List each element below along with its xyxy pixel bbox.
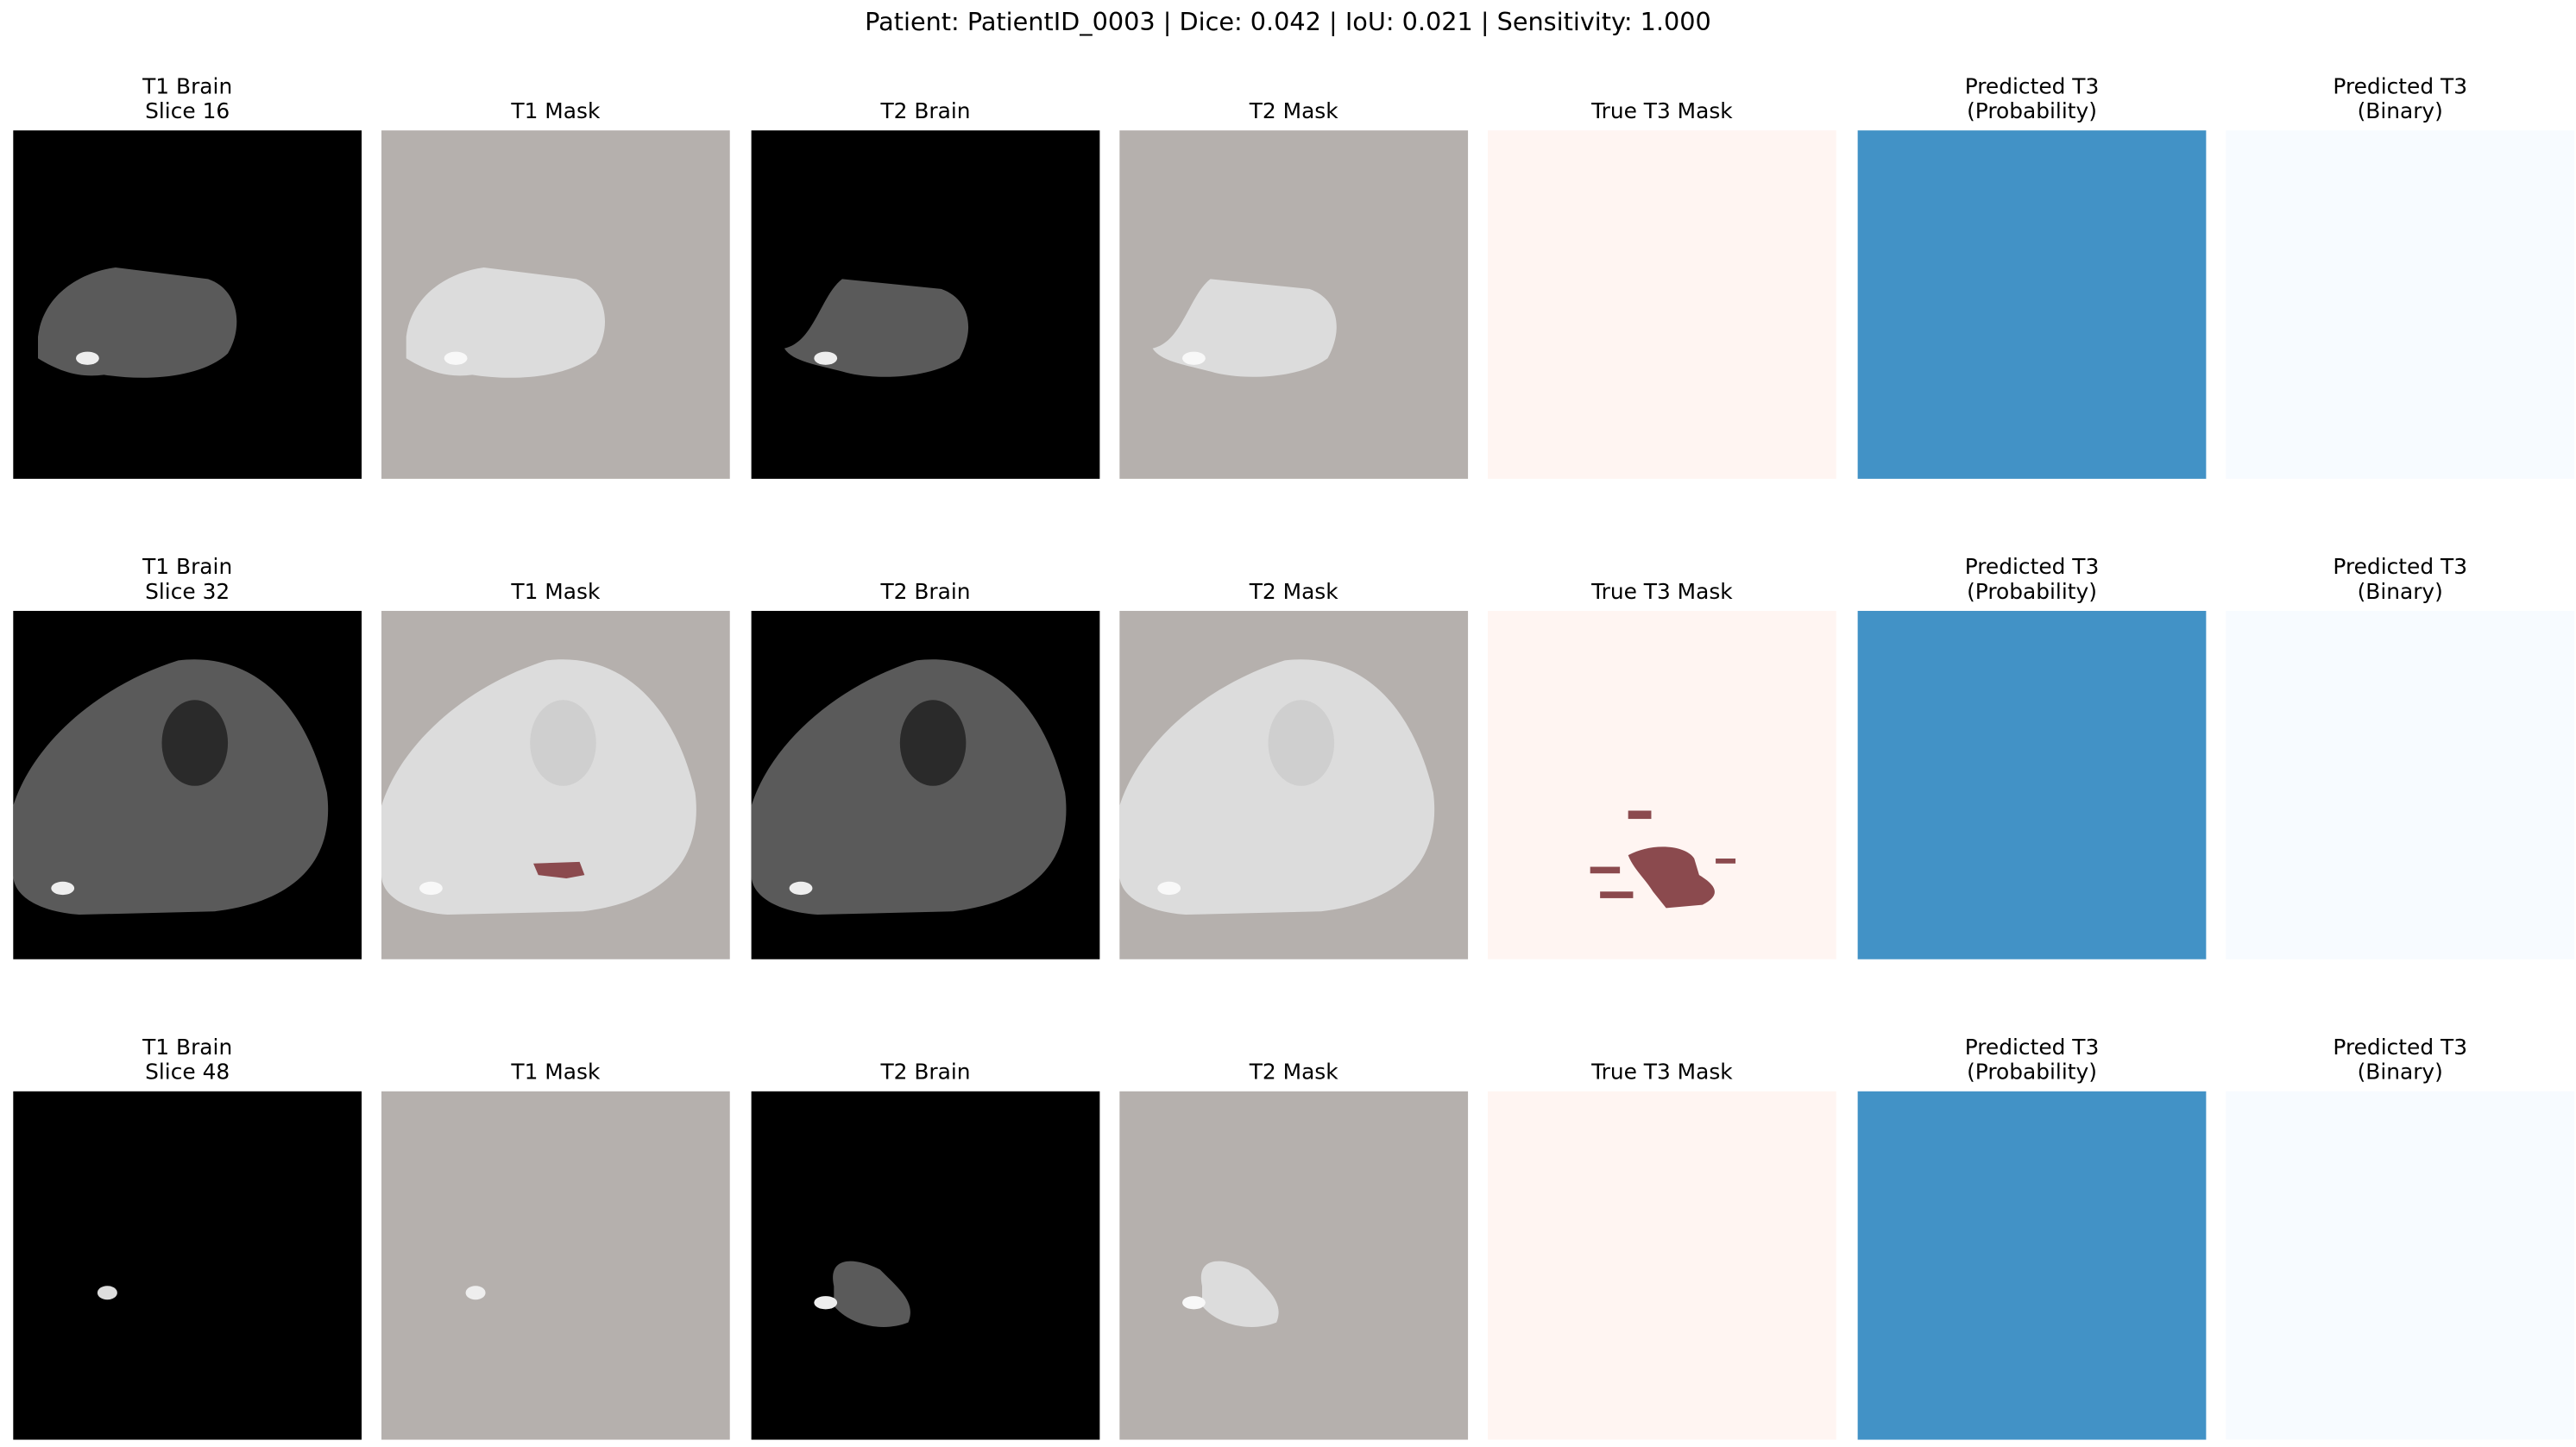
panel-title: T2 Mask: [1249, 1060, 1339, 1085]
tissue-highlight: [76, 351, 99, 365]
panel-title: True T3 Mask: [1590, 579, 1733, 604]
tumor-region: [1716, 858, 1736, 864]
panel-image: [751, 610, 1100, 959]
tissue-highlight: [1182, 1296, 1206, 1310]
panel-image: [381, 1091, 730, 1440]
tissue: [1200, 1261, 1279, 1327]
panel-image: [2226, 1091, 2575, 1440]
image-background: [751, 1091, 1100, 1440]
image-background: [1857, 1091, 2207, 1440]
panel-title: T2 Brain: [879, 1060, 970, 1085]
tumor-region: [1628, 846, 1715, 909]
tissue: [406, 267, 606, 378]
tissue-dark: [899, 700, 967, 786]
image-background: [1488, 610, 1836, 959]
panel-title: (Probability): [1967, 1060, 2097, 1085]
panel-title: T1 Brain: [142, 554, 232, 579]
panel-image: [751, 1091, 1100, 1440]
panel-title: Predicted T3: [2333, 1035, 2467, 1060]
panel-title: (Probability): [1967, 579, 2097, 604]
panel-title: Predicted T3: [1965, 73, 2100, 98]
panel-image: [1857, 130, 2207, 479]
panel-image: [1857, 610, 2207, 959]
panel-image: [1488, 1091, 1836, 1440]
tissue-highlight: [419, 881, 443, 896]
panel-image: [1119, 1091, 1469, 1440]
panel-title: T1 Mask: [510, 1060, 601, 1085]
tissue: [97, 1286, 117, 1300]
tissue-highlight: [51, 881, 75, 896]
figure-title: Patient: PatientID_0003 | Dice: 0.042 | …: [865, 7, 1711, 36]
panel-title: T1 Brain: [142, 73, 232, 98]
panel-image: [13, 610, 362, 959]
panel-title: Slice 48: [145, 1060, 230, 1085]
panel-image: [1488, 130, 1836, 479]
panel-image: [751, 130, 1100, 479]
panel-title: (Binary): [2358, 1060, 2443, 1085]
panel-title: (Binary): [2358, 98, 2443, 123]
tissue: [381, 659, 696, 915]
panel-title: Slice 32: [145, 579, 230, 604]
tumor-region: [533, 861, 585, 878]
panel-title: True T3 Mask: [1590, 1060, 1733, 1085]
panel-image: [381, 130, 730, 479]
image-background: [1488, 130, 1836, 479]
panel-image: [381, 610, 730, 959]
tumor-region: [1600, 891, 1634, 898]
tissue-dark: [1268, 700, 1335, 786]
panel-title: T1 Mask: [510, 579, 601, 604]
panel-title: Predicted T3: [1965, 554, 2100, 579]
tissue: [751, 659, 1067, 915]
panel-image: [13, 1091, 362, 1440]
tissue-highlight: [1182, 351, 1206, 365]
panel-title: Predicted T3: [2333, 73, 2467, 98]
image-background: [1119, 1091, 1469, 1440]
image-background: [2226, 610, 2575, 959]
image-background: [2226, 1091, 2575, 1440]
panel-title: Predicted T3: [1965, 1035, 2100, 1060]
figure-content: Patient: PatientID_0003 | Dice: 0.042 | …: [13, 7, 2575, 1440]
image-background: [381, 1091, 730, 1440]
panel-image: [1857, 1091, 2207, 1440]
panel-title: T2 Brain: [879, 98, 970, 123]
panel-image: [2226, 130, 2575, 479]
panel-title: True T3 Mask: [1590, 98, 1733, 123]
image-background: [1857, 130, 2207, 479]
panel-title: Predicted T3: [2333, 554, 2467, 579]
panel-title: T2 Mask: [1249, 98, 1339, 123]
tissue-highlight: [814, 351, 838, 365]
image-background: [13, 1091, 362, 1440]
panel-image: [1119, 130, 1469, 479]
image-background: [1488, 1091, 1836, 1440]
panel-title: T1 Brain: [142, 1035, 232, 1060]
panel-title: Slice 16: [145, 98, 230, 123]
panel-title: T1 Mask: [510, 98, 601, 123]
tissue-highlight: [444, 351, 468, 365]
image-background: [2226, 130, 2575, 479]
panel-title: (Probability): [1967, 98, 2097, 123]
panel-title: (Binary): [2358, 579, 2443, 604]
tissue: [38, 267, 237, 378]
tissue: [1119, 659, 1435, 915]
panel-image: [1488, 610, 1836, 959]
image-background: [1857, 610, 2207, 959]
panel-image: [1119, 610, 1469, 959]
tissue-highlight: [789, 881, 813, 896]
panel-image: [2226, 610, 2575, 959]
tumor-region: [1590, 866, 1621, 874]
tissue: [13, 659, 329, 915]
panel-image: [13, 130, 362, 479]
tissue-highlight: [1157, 881, 1181, 896]
tissue: [465, 1286, 486, 1300]
tumor-region: [1628, 810, 1652, 820]
tissue: [833, 1261, 910, 1327]
panel-title: T2 Brain: [879, 579, 970, 604]
tissue-dark: [161, 700, 229, 786]
tissue-dark: [530, 700, 596, 786]
panel-title: T2 Mask: [1249, 579, 1339, 604]
tissue-highlight: [814, 1296, 838, 1310]
